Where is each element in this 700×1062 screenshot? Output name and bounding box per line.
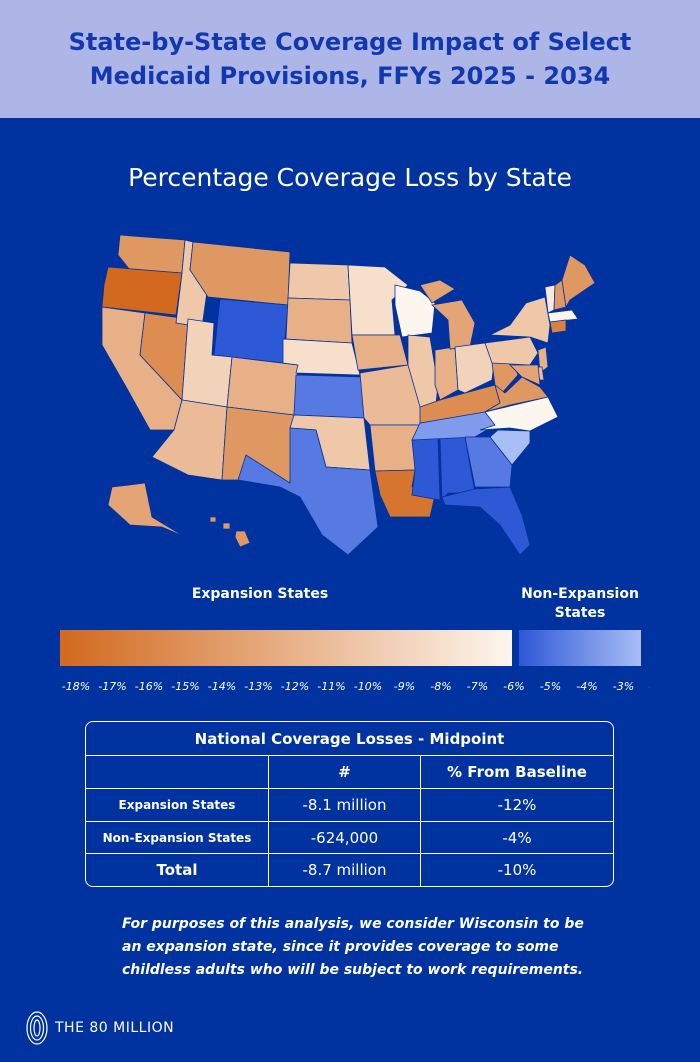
legend-tick-label: -14% — [208, 680, 236, 693]
legend-tick-label: -5% — [540, 680, 561, 693]
legend-tick-label: -9% — [394, 680, 415, 693]
legend-tick-label: -16% — [135, 680, 163, 693]
state-sd — [285, 297, 353, 344]
state-ga — [464, 436, 513, 488]
chart-title: Percentage Coverage Loss by State — [128, 163, 572, 192]
legend-tick-label: -7% — [467, 680, 488, 693]
state-ct — [549, 319, 567, 334]
coverage-table: National Coverage Losses - Midpoint # % … — [85, 721, 614, 887]
legend-tick-label: -8% — [430, 680, 451, 693]
legend-expansion-label: Expansion States — [191, 586, 329, 602]
state-ms — [411, 437, 441, 501]
state-ia — [351, 334, 409, 371]
legend-tick-label: -15% — [171, 680, 199, 693]
column-header: # — [268, 755, 421, 789]
header-banner: State-by-State Coverage Impact of Select… — [0, 0, 700, 118]
state-nd — [287, 262, 351, 301]
state-wy — [213, 298, 289, 364]
row-count: -8.1 million — [268, 787, 421, 822]
brand-name: THE 80 MILLION — [55, 1020, 175, 1036]
state-co — [226, 356, 299, 416]
brand-logo: THE 80 MILLION — [25, 1010, 174, 1046]
row-count: -8.7 million — [268, 853, 421, 886]
state-mt — [189, 241, 291, 306]
state-hi — [209, 516, 251, 548]
column-header — [86, 755, 269, 789]
legend-tick-label: -4% — [576, 680, 597, 693]
legend-tick-label: -3% — [613, 680, 634, 693]
legend-tick-label: -6% — [503, 680, 524, 693]
color-legend: -18% -17% -16% -15% -14% -13% -12% -11% -10% -9% -… — [60, 630, 650, 693]
legend-tick-label: -12% — [281, 680, 309, 693]
column-header: % From Baseline — [420, 755, 613, 789]
legend-tick-label: -11% — [317, 680, 345, 693]
table-row: Total -8.7 million -10% — [86, 853, 613, 886]
state-wa — [117, 234, 186, 274]
table-caption: National Coverage Losses - Midpoint — [86, 722, 613, 756]
state-ny — [488, 296, 551, 344]
page-title: State-by-State Coverage Impact of Select… — [68, 28, 632, 90]
row-count: -624,000 — [268, 820, 421, 855]
legend-tick-label: -13% — [244, 680, 272, 693]
legend-tick-label: -17% — [98, 680, 126, 693]
state-ak — [107, 482, 186, 538]
table-row: Non-Expansion States -624,000 -4% — [86, 820, 613, 855]
state-nc — [479, 396, 559, 432]
row-percent: -10% — [420, 853, 613, 886]
state-wi — [394, 284, 436, 338]
legend-tick-label: -2% — [649, 680, 650, 693]
row-percent: -12% — [420, 787, 613, 822]
footnote: For purposes of this analysis, we consid… — [122, 916, 584, 978]
state-pa — [484, 336, 539, 366]
row-label: Total — [86, 853, 269, 886]
legend-tick-label: -10% — [354, 680, 382, 693]
brand-mark-icon — [26, 1011, 48, 1045]
state-nj — [537, 346, 549, 374]
legend-tick-label: -18% — [62, 680, 90, 693]
state-ma — [547, 309, 579, 323]
legend-expansion-bar — [60, 630, 512, 666]
legend-nonexpansion-bar — [519, 630, 641, 666]
state-fl — [441, 486, 531, 556]
state-or — [101, 266, 183, 316]
state-ne — [282, 338, 361, 376]
state-sc — [489, 429, 531, 466]
state-me — [561, 254, 596, 309]
row-label: Expansion States — [86, 787, 269, 822]
row-label: Non-Expansion States — [86, 820, 269, 855]
table-row: Expansion States -8.1 million -12% — [86, 787, 613, 822]
state-in — [434, 346, 459, 401]
us-state-map — [101, 234, 596, 556]
state-md — [509, 364, 541, 386]
legend-nonexpansion-label: Non-Expansion States — [521, 586, 639, 621]
row-percent: -4% — [420, 820, 613, 855]
state-tx — [237, 427, 379, 556]
state-ks — [293, 374, 365, 419]
